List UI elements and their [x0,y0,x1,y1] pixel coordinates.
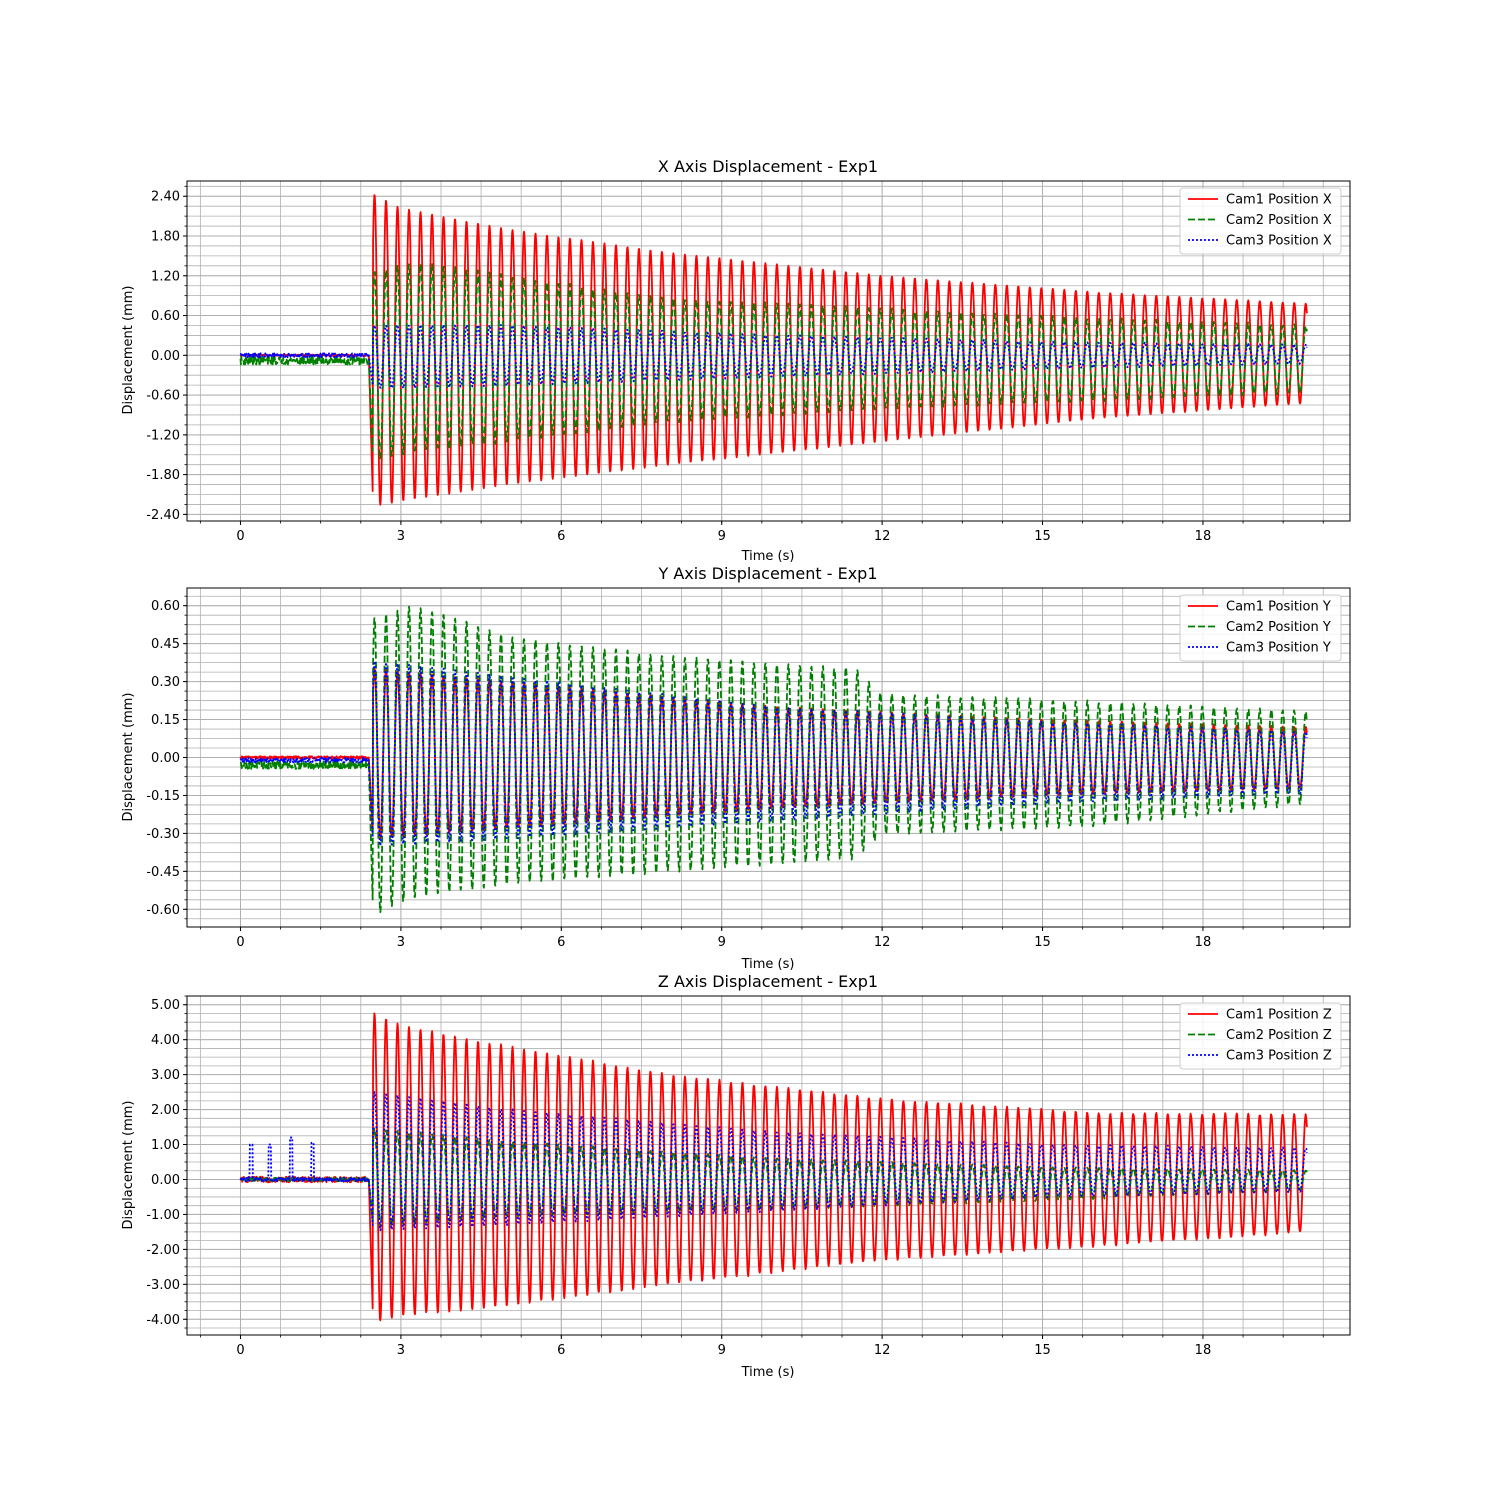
legend: Cam1 Position X Cam2 Position X Cam3 Posit… [1179,187,1342,255]
x-axis-label: Time (s) [741,1365,795,1380]
y-tick-label: -0.60 [146,389,180,404]
x-tick-label: 15 [1034,1343,1051,1358]
x-tick-label: 3 [397,529,405,544]
x-tick-label: 0 [236,1343,244,1358]
y-tick-label: -1.80 [146,468,180,483]
x-tick-label: 6 [557,529,565,544]
legend-label: Cam1 Position Y [1226,600,1331,615]
legend-label: Cam1 Position Z [1226,1008,1332,1023]
y-tick-label: 5.00 [151,998,180,1013]
x-tick-label: 3 [397,1343,405,1358]
legend-box [1179,1002,1342,1070]
y-tick-label: 4.00 [151,1033,180,1048]
chart-title: Z Axis Displacement - Exp1 [658,972,878,991]
x-tick-label: 6 [557,935,565,950]
y-tick-label: 1.20 [151,269,180,284]
x-tick-label: 18 [1195,935,1212,950]
y-tick-label: 0.15 [151,713,180,728]
y-tick-label: 1.80 [151,230,180,245]
y-tick-label: 2.40 [151,190,180,205]
legend-label: Cam3 Position Z [1226,1049,1332,1064]
axes-frame [186,995,1351,1336]
x-axis-displacement-chart: X Axis Displacement - Exp1 Time (s) Disp… [121,157,1351,564]
y-tick-label: -1.20 [146,428,180,443]
axes-frame [186,180,1351,522]
series-line-cam3-position-x [239,323,1308,390]
plot-area: 0 3 6 9 12 15 18 -0.60 -0.45 -0.30 -0.15 0.00 0.15 0.… [146,587,1351,950]
y-tick-label: -4.00 [146,1313,180,1328]
legend-label: Cam3 Position Y [1226,641,1331,656]
series-lines [239,605,1308,914]
legend-label: Cam1 Position X [1226,193,1332,208]
legend: Cam1 Position Z Cam2 Position Z Cam3 Posit… [1179,1002,1342,1070]
series-line-cam2-position-y [239,605,1308,914]
chart-title: Y Axis Displacement - Exp1 [658,564,878,583]
y-tick-label: -0.15 [146,789,180,804]
legend-label: Cam2 Position Z [1226,1028,1332,1043]
z-axis-displacement-chart: Z Axis Displacement - Exp1 Time (s) Disp… [121,972,1351,1380]
legend-box [1179,187,1342,255]
x-tick-label: 9 [718,1343,726,1358]
y-tick-label: -2.40 [146,508,180,523]
chart-title: X Axis Displacement - Exp1 [658,157,878,176]
y-tick-label: 0.00 [151,751,180,766]
x-tick-label: 15 [1034,935,1051,950]
x-tick-label: 0 [236,935,244,950]
y-tick-label: 0.45 [151,637,180,652]
series-line-cam2-position-x [239,262,1308,461]
plot-area: 0 3 6 9 12 15 18 -4.00 -3.00 -2.00 -1.00 0.00 1.00 2.… [146,995,1351,1358]
y-tick-label: 0.30 [151,675,180,690]
plot-area: 0 3 6 9 12 15 18 -2.40 -1.80 -1.20 -0.60 0.00 0.60 1.… [146,180,1351,544]
x-tick-label: 15 [1034,529,1051,544]
y-tick-label: 1.00 [151,1138,180,1153]
x-tick-label: 3 [397,935,405,950]
series-line-cam3-position-y [239,660,1308,847]
y-axis-label: Displacement (mm) [121,693,136,822]
y-axis-label: Displacement (mm) [121,286,136,415]
y-tick-label: -0.45 [146,865,180,880]
y-axis-displacement-chart: Y Axis Displacement - Exp1 Time (s) Disp… [121,564,1351,972]
y-tick-label: -0.60 [146,903,180,918]
legend-label: Cam3 Position X [1226,234,1332,249]
legend-label: Cam2 Position Y [1226,620,1331,635]
series-lines [239,1012,1308,1322]
x-tick-label: 12 [874,1343,891,1358]
legend-label: Cam2 Position X [1226,213,1332,228]
x-tick-label: 18 [1195,529,1212,544]
y-tick-label: 3.00 [151,1068,180,1083]
y-tick-label: 2.00 [151,1103,180,1118]
y-tick-label: 0.60 [151,599,180,614]
x-axis-label: Time (s) [741,549,795,564]
y-tick-label: -1.00 [146,1208,180,1223]
legend-box [1179,594,1342,662]
y-tick-label: 0.60 [151,309,180,324]
x-axis-label: Time (s) [741,957,795,972]
x-tick-label: 12 [874,529,891,544]
axes-frame [186,587,1351,928]
series-line-cam3-position-z [239,1091,1308,1232]
x-tick-label: 9 [718,529,726,544]
x-tick-label: 12 [874,935,891,950]
legend: Cam1 Position Y Cam2 Position Y Cam3 Posit… [1179,594,1342,662]
y-tick-label: -2.00 [146,1243,180,1258]
x-tick-label: 6 [557,1343,565,1358]
series-lines [239,194,1308,506]
y-tick-label: 0.00 [151,349,180,364]
x-tick-label: 9 [718,935,726,950]
y-tick-label: 0.00 [151,1173,180,1188]
y-tick-label: -3.00 [146,1278,180,1293]
y-tick-label: -0.30 [146,827,180,842]
y-axis-label: Displacement (mm) [121,1101,136,1230]
x-tick-label: 0 [236,529,244,544]
x-tick-label: 18 [1195,1343,1212,1358]
